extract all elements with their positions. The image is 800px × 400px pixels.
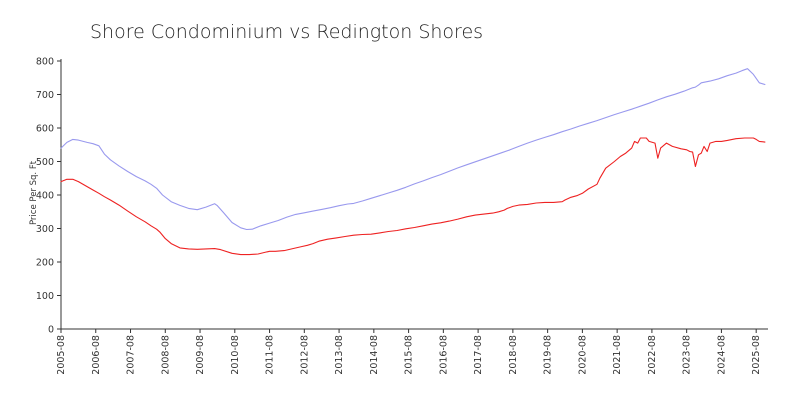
x-tick-label: 2005-08 (56, 335, 67, 375)
y-tick-label: 100 (36, 291, 54, 302)
y-axis-label: Price Per Sq. Ft (29, 160, 39, 225)
x-tick-label: 2011-08 (265, 335, 276, 375)
y-tick-label: 600 (36, 124, 54, 135)
x-tick-label: 2009-08 (195, 335, 206, 375)
x-tick-label: 2018-08 (508, 335, 519, 375)
chart-title: Shore Condominium vs Redington Shores (90, 21, 483, 43)
x-tick-label: 2010-08 (230, 335, 241, 375)
series-layer (60, 68, 766, 256)
x-tick-label: 2024-08 (716, 335, 727, 375)
x-tick-label: 2016-08 (438, 335, 449, 375)
x-tick-label: 2012-08 (299, 335, 310, 375)
x-tick-label: 2020-08 (577, 335, 588, 375)
y-tick-label: 700 (36, 90, 54, 101)
y-tick-label: 500 (36, 157, 54, 168)
x-tick-label: 2022-08 (647, 335, 658, 375)
x-tick-label: 2014-08 (369, 335, 380, 375)
x-tick-label: 2017-08 (473, 335, 484, 375)
y-tick-label: 800 (36, 57, 54, 68)
x-tick-label: 2007-08 (126, 335, 137, 375)
x-tick-label: 2019-08 (543, 335, 554, 375)
x-tick-label: 2023-08 (682, 335, 693, 375)
x-tick-label: 2015-08 (404, 335, 415, 375)
x-tick-label: 2006-08 (91, 335, 102, 375)
x-tick-label: 2021-08 (612, 335, 623, 375)
y-tick-label: 0 (48, 325, 54, 336)
axes: 0 100 200 300 400 500 600 700 800 2005-08 2006-08 2… (36, 57, 768, 375)
x-tick-label: 2008-08 (160, 335, 171, 375)
series-line-redington-shores (60, 68, 766, 231)
y-tick-label: 400 (36, 191, 54, 202)
x-tick-label: 2025-08 (751, 335, 762, 375)
series-line-shore-condominium (60, 137, 766, 256)
y-tick-label: 300 (36, 224, 54, 235)
y-tick-label: 200 (36, 258, 54, 269)
x-tick-label: 2013-08 (334, 335, 345, 375)
